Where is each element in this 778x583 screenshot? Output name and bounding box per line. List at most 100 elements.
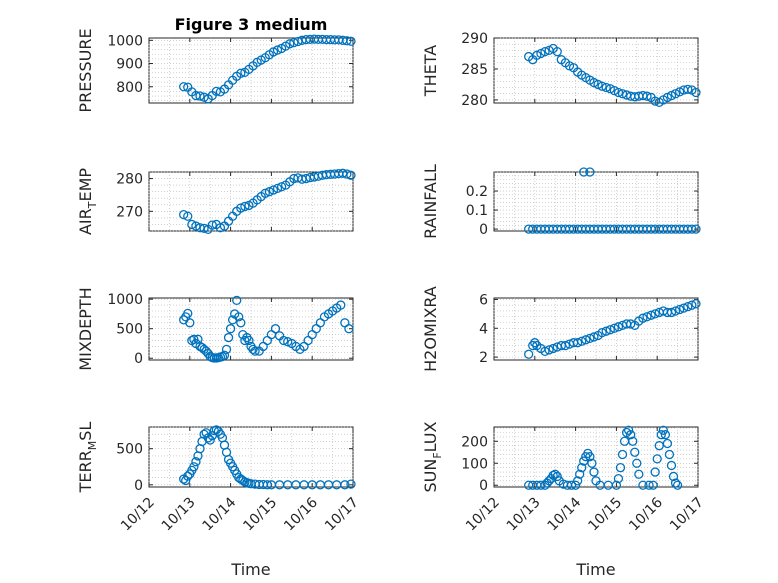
- data-point: [652, 454, 662, 464]
- data-point: [183, 308, 193, 319]
- data-point: [215, 223, 226, 233]
- x-tick-label: 10/14: [545, 494, 585, 534]
- subplot-1: 800 900 1000 PRESSURE Figure 3 medium: [76, 15, 356, 113]
- data-point: [223, 332, 234, 343]
- y-axis-label: SUNFLUX: [421, 421, 444, 492]
- data-point: [589, 467, 599, 477]
- y-tick-label: 1000: [107, 33, 143, 49]
- data-point: [589, 332, 599, 342]
- subplot-7: 0 500 10/12 10/13 10/14 10/15 10/16 10/17 TERRMS…: [76, 422, 362, 579]
- data-point: [270, 324, 281, 334]
- data-point: [642, 312, 652, 322]
- data-point: [674, 304, 685, 315]
- y-axis-label: RAINFALL: [421, 164, 440, 239]
- data-point: [597, 327, 607, 338]
- data-point: [654, 441, 664, 451]
- data-point: [666, 460, 677, 471]
- data-point: [572, 338, 583, 348]
- data-point: [528, 340, 538, 351]
- data-point: [687, 300, 697, 310]
- data-point: [278, 335, 289, 346]
- y-axis-label: TERRMSL: [76, 422, 99, 494]
- x-tick-label: 10/12: [463, 495, 503, 535]
- data-point: [179, 209, 189, 220]
- y-tick-label: 200: [461, 434, 488, 450]
- y-tick-label: 800: [116, 80, 143, 96]
- data-point: [179, 82, 189, 92]
- x-tick-label: 10/16: [281, 494, 321, 534]
- data-point: [613, 322, 624, 332]
- data-point: [272, 183, 283, 194]
- data-point: [587, 458, 597, 468]
- data-point: [650, 467, 660, 477]
- x-tick-label: 10/16: [626, 494, 666, 534]
- data-point: [240, 201, 250, 212]
- y-axis-label: PRESSURE: [76, 28, 95, 112]
- data-point: [346, 36, 356, 46]
- data-point: [617, 449, 628, 460]
- y-tick-label: 0: [134, 478, 143, 494]
- y-tick-label: 4: [479, 321, 488, 337]
- x-tick-label: 10/13: [159, 495, 199, 535]
- y-tick-label: 6: [479, 292, 488, 308]
- data-point: [644, 480, 654, 490]
- data-point: [530, 338, 540, 348]
- data-point: [207, 220, 217, 230]
- x-tick-label: 10/17: [667, 495, 707, 535]
- data-point: [276, 182, 287, 192]
- data-point: [581, 335, 591, 345]
- subplot-3: 270 280 AIRTEMP: [76, 168, 356, 235]
- y-axis-label: THETA: [421, 45, 440, 97]
- data-point: [236, 318, 246, 328]
- data-point: [579, 456, 589, 466]
- data-point: [262, 480, 272, 490]
- data-point: [183, 211, 193, 221]
- data-point: [232, 295, 242, 306]
- x-tick-label: 10/14: [200, 494, 240, 534]
- data-point: [634, 469, 644, 479]
- y-axis-label: MIXDEPTH: [76, 287, 95, 370]
- data-point: [638, 480, 648, 490]
- x-axis-label: Time: [230, 560, 270, 579]
- data-point: [566, 480, 577, 490]
- x-tick-label: 10/13: [504, 495, 544, 535]
- data-point: [660, 430, 671, 440]
- data-point: [244, 335, 254, 346]
- data-point: [217, 351, 228, 362]
- data-point: [342, 169, 352, 179]
- data-point: [248, 344, 258, 355]
- data-point: [272, 45, 283, 55]
- data-point: [664, 449, 675, 460]
- data-point: [524, 349, 534, 359]
- y-tick-label: 280: [461, 93, 488, 109]
- data-point: [691, 224, 701, 234]
- data-point: [346, 170, 356, 180]
- subplot-8: 0 100 200 10/12 10/13 10/14 10/15 10/16 10/17 SUN…: [421, 421, 707, 579]
- data-point: [648, 480, 658, 490]
- data-point: [642, 91, 652, 101]
- y-tick-label: 270: [116, 204, 143, 220]
- data-point: [656, 430, 666, 440]
- data-point: [264, 187, 275, 197]
- data-point: [609, 323, 620, 333]
- data-point: [628, 436, 638, 446]
- data-point: [577, 336, 587, 346]
- data-point: [189, 462, 199, 472]
- data-point: [658, 425, 668, 435]
- data-point: [340, 480, 350, 490]
- data-point: [548, 343, 558, 354]
- data-point: [285, 39, 295, 49]
- data-point: [191, 221, 201, 231]
- data-point: [668, 471, 679, 482]
- x-tick-label: 10/12: [118, 495, 158, 535]
- data-point: [289, 37, 299, 48]
- data-point: [552, 46, 562, 57]
- y-tick-label: 290: [461, 31, 488, 47]
- data-point: [187, 219, 197, 230]
- data-point: [552, 471, 562, 482]
- data-point: [560, 340, 571, 351]
- chart-title: Figure 3 medium: [175, 15, 328, 34]
- data-point: [691, 87, 701, 98]
- data-point: [211, 86, 221, 97]
